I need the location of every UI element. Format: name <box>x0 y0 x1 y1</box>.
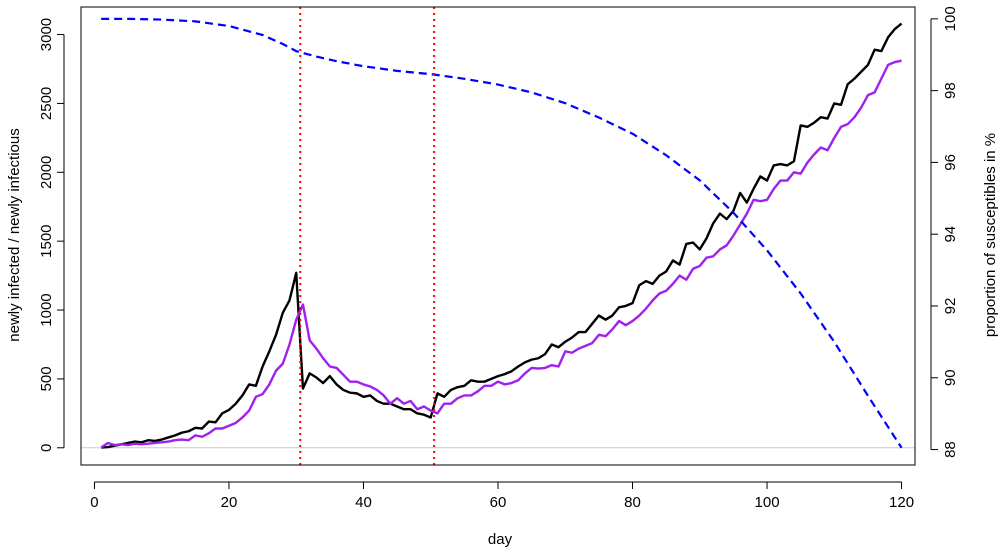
series-line-3 <box>101 17 903 449</box>
x-axis-title: day <box>488 531 513 548</box>
y2-tick-label: 94 <box>942 226 959 243</box>
y2-tick-label: 100 <box>942 6 959 31</box>
y-tick-label: 1500 <box>38 224 55 257</box>
y-axis-right-title: proportion of susceptibles in % <box>982 133 999 337</box>
x-tick-label: 120 <box>889 494 914 511</box>
x-tick-label: 40 <box>355 494 372 511</box>
y-tick-label: 3000 <box>38 18 55 51</box>
plot-frame <box>80 6 916 466</box>
series-line-1 <box>101 22 903 449</box>
axes: 0 20 40 60 80 100 120 0 500 1000 1500 2000 2500 3000 8… <box>38 6 959 511</box>
y-tick-label: 1000 <box>38 293 55 326</box>
x-tick-label: 80 <box>624 494 641 511</box>
y2-tick-label: 98 <box>942 82 959 99</box>
x-tick-label: 60 <box>490 494 507 511</box>
x-tick-label: 20 <box>221 494 238 511</box>
y-tick-label: 500 <box>38 366 55 391</box>
x-tick-label: 0 <box>90 494 98 511</box>
y2-tick-label: 88 <box>942 441 959 458</box>
y-axis-left-title: newly infected / newly infectious <box>6 128 23 341</box>
plot-area <box>81 7 915 465</box>
y-tick-label: 2000 <box>38 156 55 189</box>
y-tick-label: 0 <box>38 444 55 452</box>
y-tick-label: 2500 <box>38 87 55 120</box>
y2-tick-label: 90 <box>942 369 959 386</box>
x-tick-label: 100 <box>755 494 780 511</box>
y2-tick-label: 96 <box>942 154 959 171</box>
y2-tick-label: 92 <box>942 298 959 315</box>
series-line-2 <box>100 59 902 449</box>
